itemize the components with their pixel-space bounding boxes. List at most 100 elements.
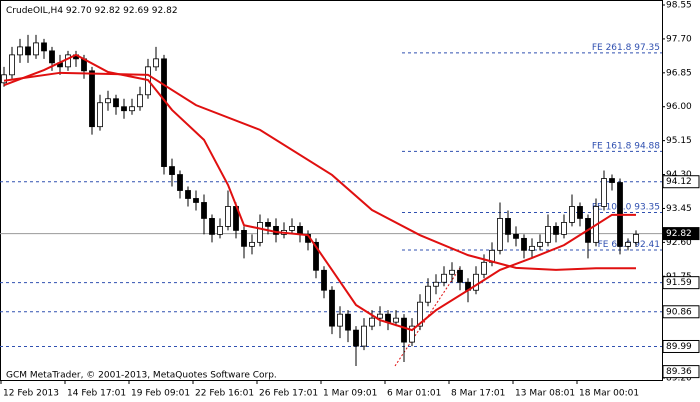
candle-body [225,206,231,227]
candle-body [185,190,191,199]
candle-body [241,229,247,247]
candle-body [1,74,7,84]
candle-body [201,202,207,219]
candle-body [105,98,111,104]
candle-body [393,317,399,323]
candle-body [529,245,535,251]
chart-title: CrudeOIL,H4 92.70 92.82 92.69 92.82 [6,6,178,16]
price-box-label: 91.59 [666,278,692,288]
candle-body [553,226,559,235]
fe-label: FE 100.0 93.35 [592,202,660,212]
price-box-label: 90.86 [666,307,692,317]
candle-body [377,313,383,319]
candle-body [561,222,567,235]
candle-body [113,98,119,108]
candle-body [433,281,439,287]
candle-body [345,313,351,331]
footer: GCM MetaTrader, © 2001-2013, MetaQuotes … [6,371,277,381]
candle-body [625,241,631,247]
price-box-label: 89.99 [666,342,692,352]
candle-body [425,285,431,303]
candle-body [9,54,15,76]
candle-body [457,269,463,283]
candle-body [513,233,519,239]
candle-body [137,94,143,108]
candle-body [569,206,575,223]
candle-body [41,42,47,52]
candle-body [409,325,415,343]
price-box [662,276,700,290]
plot-frame [0,0,663,381]
price-box-label: 92.82 [666,229,692,239]
x-tick-label: 6 Mar 01:01 [387,389,441,399]
candle-body [33,42,39,56]
price-box-label: 89.36 [666,367,692,377]
candle-body [217,226,223,235]
fe-name: FE 61.8 [598,239,632,249]
y-tick-label: 94.30 [666,170,692,180]
price-box [662,227,700,241]
x-tick-label: 14 Feb 17:01 [67,389,126,399]
candle-body [401,317,407,343]
candle-body [473,273,479,291]
y-tick-label: 96.85 [666,68,692,78]
candle-body [505,218,511,235]
candle-body [609,178,615,183]
fe-label: FE 161.8 94.88 [592,141,660,151]
candle-body [25,46,31,56]
candle-body [209,218,215,235]
candle-body [65,54,71,68]
candle-body [441,273,447,283]
candle-body [481,261,487,275]
candle-body [313,241,319,271]
symbol: CrudeOIL,H4 [6,6,63,16]
candle-body [193,198,199,203]
y-tick-label: 97.70 [666,34,692,44]
candle-body [545,226,551,243]
candle-body [153,58,159,68]
x-tick-label: 26 Feb 17:01 [259,389,318,399]
candle-body [633,233,639,243]
candle-body [417,301,423,327]
candle-body [177,174,183,191]
price-box [662,175,700,189]
quote: 92.70 92.82 92.69 92.82 [66,6,178,16]
fe-name: FE 161.8 [592,141,632,151]
y-tick-label: 96.00 [666,102,692,112]
candle-body [89,70,95,128]
fe-name: FE 100.0 [592,202,632,212]
x-tick-label: 1 Mar 09:01 [323,389,377,399]
y-tick-label: 95.15 [666,136,692,146]
fibo-base [394,267,461,367]
candle-body [497,218,503,251]
candle-body [273,226,279,235]
fe-label: FE 261.8 97.35 [592,42,660,52]
candle-body [129,106,135,112]
fe-value: 93.35 [634,202,660,212]
candle-body [169,166,175,175]
candle-body [289,226,295,231]
x-tick-label: 18 Mar 00:01 [579,389,639,399]
fe-value: 94.88 [634,141,660,151]
candle-body [297,226,303,235]
x-tick-label: 22 Feb 16:01 [195,389,254,399]
candle-body [361,325,367,347]
y-tick-label: 89.20 [666,374,692,384]
candle-body [321,269,327,291]
candle-body [97,102,103,128]
price-box [662,305,700,319]
candle-body [521,237,527,251]
moving-average [3,53,636,332]
x-tick-label: 12 Feb 2013 [3,389,59,399]
candle-body [369,317,375,327]
candle-body [449,269,455,275]
y-tick-label: 93.45 [666,204,692,214]
x-tick-label: 19 Feb 09:01 [131,389,190,399]
candle-body [17,46,23,56]
fe-label: FE 61.8 92.41 [598,239,660,249]
candle-body [537,241,543,247]
y-tick-label: 98.55 [666,1,692,11]
y-tick-label: 92.60 [666,238,692,248]
fe-name: FE 261.8 [592,42,632,52]
